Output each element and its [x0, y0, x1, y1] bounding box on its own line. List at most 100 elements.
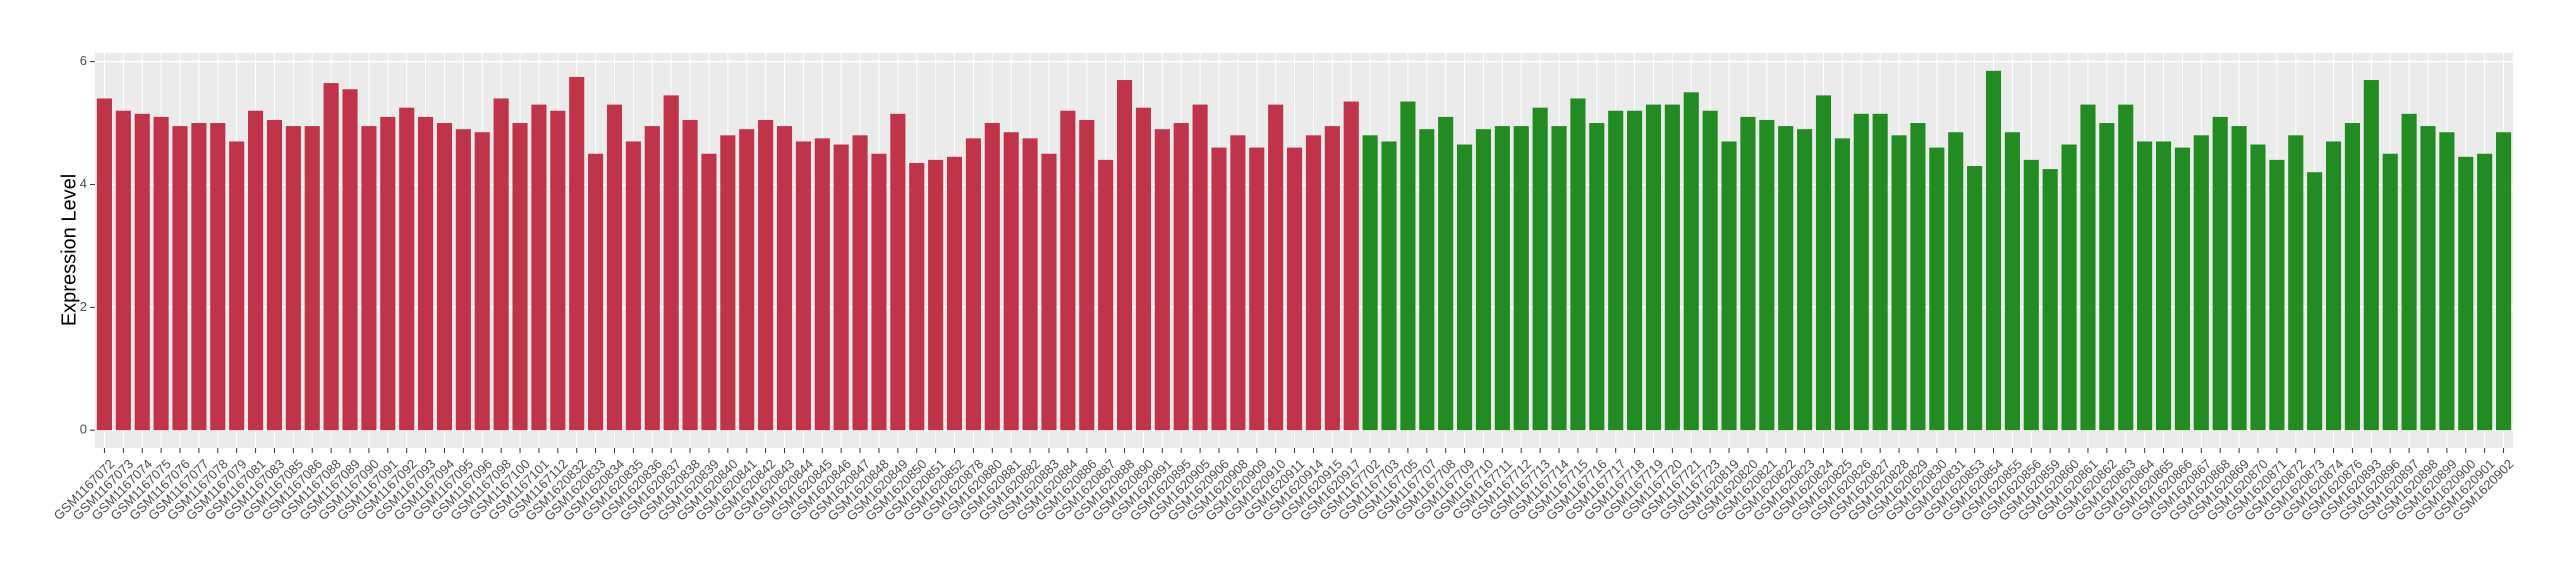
bar [1324, 126, 1340, 431]
bar [2458, 156, 2474, 431]
bar [2099, 123, 2115, 431]
bar [2023, 159, 2039, 431]
bar [2174, 147, 2190, 431]
bar [588, 153, 604, 431]
bar [418, 116, 434, 431]
bar [153, 116, 169, 431]
bar [1003, 132, 1019, 431]
bar [758, 119, 774, 431]
bar [474, 132, 490, 431]
bar [852, 135, 868, 431]
bar [1778, 126, 1794, 431]
bar [285, 126, 301, 431]
bar [1230, 135, 1246, 431]
y-tick-label: 4 [80, 176, 87, 191]
bar [625, 141, 641, 431]
bar [1249, 147, 1265, 431]
bar [1457, 144, 1473, 431]
bar [1022, 138, 1038, 431]
bar [1948, 132, 1964, 431]
bar [1173, 123, 1189, 431]
bar [2420, 126, 2436, 431]
bar [1985, 70, 2002, 431]
bar [1116, 80, 1133, 431]
bar [644, 126, 660, 431]
bar [1305, 135, 1322, 431]
bar [2137, 141, 2153, 431]
bar [569, 76, 585, 431]
bar [1475, 129, 1492, 431]
bar [1192, 104, 1208, 431]
bar [2477, 153, 2493, 431]
bar [2193, 135, 2209, 431]
bar [1400, 101, 1416, 431]
bar [266, 119, 283, 431]
bar [1664, 104, 1680, 431]
bar [2382, 153, 2398, 431]
bar [928, 159, 944, 431]
bar [1570, 98, 1586, 431]
bar [1702, 110, 1718, 431]
bar [1362, 135, 1378, 431]
bar [2269, 159, 2285, 431]
bar [1608, 110, 1624, 431]
bar [2439, 132, 2455, 431]
bar [342, 89, 358, 431]
bar [1060, 110, 1076, 431]
bar [210, 123, 226, 431]
bar [1740, 116, 1756, 431]
bar [720, 135, 736, 431]
bar [1815, 95, 1832, 431]
bar [2288, 135, 2304, 431]
bar [1627, 110, 1643, 431]
y-tick-label: 2 [80, 299, 87, 314]
bar [1532, 107, 1548, 431]
bar [2344, 123, 2360, 431]
bar [323, 83, 339, 431]
bar [2212, 116, 2228, 431]
bar [2118, 104, 2134, 431]
bar [1211, 147, 1227, 431]
bar [701, 153, 717, 431]
bar [134, 113, 150, 431]
bar [682, 119, 698, 431]
bar [2495, 132, 2512, 431]
bar [304, 126, 320, 431]
bar [436, 123, 453, 431]
bar [1797, 129, 1813, 431]
bar [2307, 172, 2323, 431]
bar [606, 104, 623, 431]
bar [984, 123, 1000, 431]
bar [2363, 80, 2379, 431]
bar [946, 156, 963, 431]
bar [1154, 129, 1170, 431]
bar [1438, 116, 1454, 431]
bar [1929, 147, 1945, 431]
bar [1135, 107, 1151, 431]
bar [814, 138, 830, 431]
bar [1645, 104, 1662, 431]
bar [455, 129, 471, 431]
bar [965, 138, 981, 431]
bar [2231, 126, 2247, 431]
bar [1589, 123, 1605, 431]
bar [1098, 159, 1114, 431]
bar [1513, 126, 1529, 431]
bar [1759, 119, 1775, 431]
bar [172, 126, 188, 431]
bar [2042, 169, 2058, 431]
bar [833, 144, 849, 431]
bar [248, 110, 264, 431]
bar [1967, 166, 1983, 431]
bar [2325, 141, 2342, 431]
bar [1268, 104, 1284, 431]
bar [493, 98, 509, 431]
bar [871, 153, 887, 431]
bar [909, 162, 925, 431]
bar [739, 129, 755, 431]
bar [1910, 123, 1926, 431]
bar [1494, 126, 1510, 431]
bar [1551, 126, 1567, 431]
